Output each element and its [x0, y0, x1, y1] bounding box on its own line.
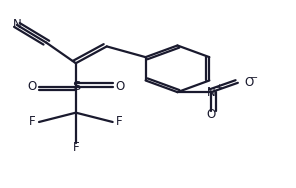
Text: F: F [29, 115, 36, 128]
Text: N: N [12, 18, 21, 31]
Text: N: N [207, 86, 216, 99]
Text: F: F [116, 115, 123, 128]
Text: O: O [207, 108, 216, 121]
Text: +: + [215, 83, 222, 92]
Text: S: S [72, 80, 80, 93]
Text: −: − [250, 73, 258, 83]
Text: F: F [73, 141, 79, 154]
Text: O: O [244, 76, 254, 89]
Text: O: O [115, 80, 125, 93]
Text: O: O [27, 80, 36, 93]
